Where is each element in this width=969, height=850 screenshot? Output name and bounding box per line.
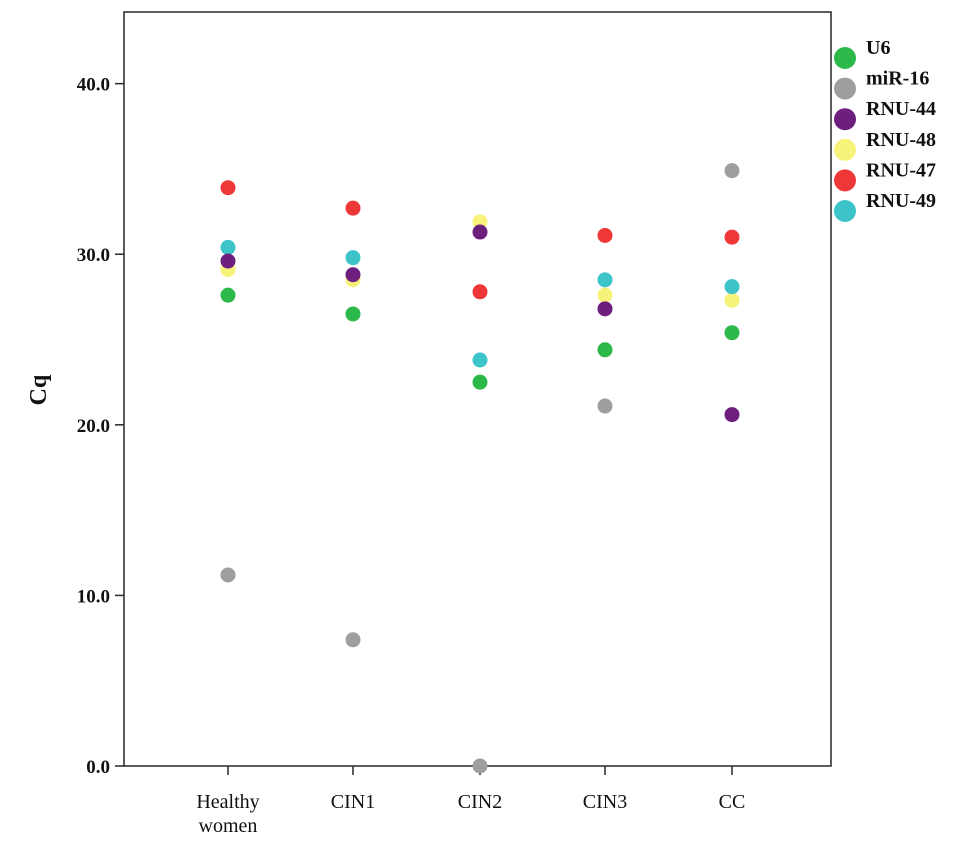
y-tick-label: 0.0: [86, 757, 110, 778]
y-tick-label: 20.0: [77, 416, 110, 437]
x-tick-label: CIN3: [583, 791, 627, 813]
point-u6-4: [724, 325, 740, 341]
legend-marker-mir-16: [834, 77, 856, 100]
point-mir-16-0: [220, 567, 236, 583]
x-tick-label-line: CIN1: [331, 791, 375, 813]
y-tick-label: 40.0: [77, 75, 110, 96]
x-tick-label: CIN2: [458, 791, 502, 813]
point-rnu-48-4: [724, 292, 740, 308]
x-tick-label: CC: [719, 791, 746, 813]
point-mir-16-3: [597, 398, 613, 414]
data-points: [220, 163, 740, 774]
x-tick-label-line: CC: [719, 791, 746, 813]
point-rnu-44-2: [472, 224, 488, 240]
legend-marker-rnu-44: [834, 108, 856, 131]
point-rnu-49-0: [220, 239, 236, 255]
point-rnu-49-3: [597, 272, 613, 288]
point-mir-16-2: [472, 758, 488, 774]
y-axis-title: Cq: [26, 374, 52, 405]
point-rnu-48-3: [597, 287, 613, 303]
point-mir-16-1: [345, 632, 361, 648]
point-u6-2: [472, 374, 488, 390]
legend-label-mir-16: miR-16: [866, 68, 929, 90]
legend-label-rnu-49: RNU-49: [866, 190, 936, 212]
legend-label-rnu-47: RNU-47: [866, 159, 936, 181]
x-tick-label-line: Healthy: [196, 791, 259, 813]
legend-marker-rnu-49: [834, 200, 856, 222]
legend-label-u6: U6: [866, 37, 890, 59]
x-tick-label-line: CIN2: [458, 791, 502, 813]
y-tick-label: 30.0: [77, 245, 110, 266]
point-rnu-49-4: [724, 279, 740, 295]
point-rnu-44-4: [724, 407, 740, 423]
point-rnu-47-3: [597, 227, 613, 243]
x-tick-label: Healthy women: [196, 791, 259, 837]
point-rnu-44-1: [345, 267, 361, 283]
legend-marker-u6: [834, 47, 856, 69]
point-rnu-49-2: [472, 352, 488, 368]
point-mir-16-4: [724, 163, 740, 179]
point-rnu-47-0: [220, 180, 236, 196]
x-tick-label: CIN1: [331, 791, 375, 813]
point-u6-1: [345, 306, 361, 322]
point-rnu-47-2: [472, 284, 488, 300]
point-rnu-44-3: [597, 301, 613, 317]
point-rnu-47-1: [345, 200, 361, 216]
point-u6-0: [220, 287, 236, 303]
x-tick-label-line: CIN3: [583, 791, 627, 813]
x-axis: Healthy women CIN1 CIN2 CIN3 CC: [196, 766, 745, 837]
legend-marker-rnu-47: [834, 169, 856, 192]
legend-marker-rnu-48: [834, 138, 856, 161]
y-tick-label: 10.0: [77, 586, 110, 607]
x-tick-label-line: women: [199, 815, 258, 837]
y-axis: 0.0 10.0 20.0 30.0 40.0: [77, 75, 124, 778]
legend-label-rnu-44: RNU-44: [866, 98, 936, 120]
point-u6-3: [597, 342, 613, 358]
legend-label-rnu-48: RNU-48: [866, 129, 936, 151]
point-rnu-44-0: [220, 253, 236, 269]
point-rnu-47-4: [724, 229, 740, 245]
legend: U6 miR-16 RNU-44 RNU-48 RNU-47 RNU-49: [834, 37, 936, 222]
point-rnu-49-1: [345, 250, 361, 266]
